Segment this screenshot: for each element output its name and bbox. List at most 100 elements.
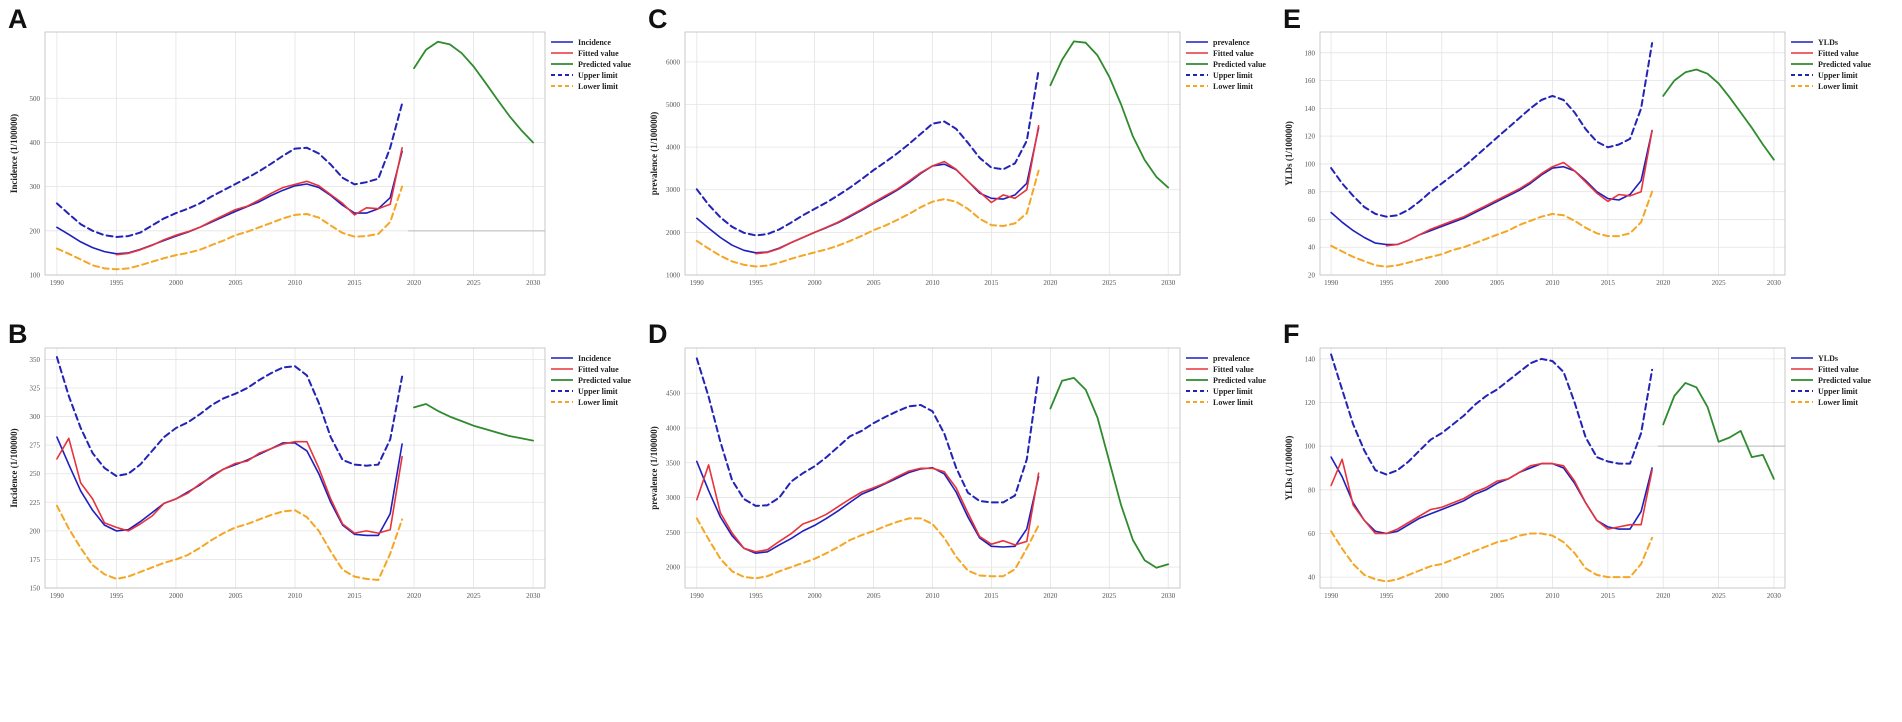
- series-line-observed: [1330, 456, 1653, 535]
- y-axis-label: Incidence (1/100000): [9, 114, 19, 193]
- y-axis-label: Incidence (1/100000): [9, 428, 19, 507]
- y-tick-label: 3000: [666, 186, 681, 194]
- series-line-upper: [55, 102, 404, 238]
- legend-label: Predicted value: [1818, 376, 1871, 385]
- gridlines: [45, 32, 545, 276]
- plot-frame: [1319, 347, 1786, 589]
- x-tick-label: 2030: [526, 279, 541, 287]
- x-tick-label: 1990: [1324, 279, 1339, 287]
- panel-letter: C: [648, 4, 668, 34]
- x-tick-label: 2005: [1490, 279, 1505, 287]
- x-tick-label: 1995: [749, 592, 764, 600]
- legend-label: Predicted value: [1213, 376, 1266, 385]
- legend: Incidence Fitted value Predicted value Uppe…: [551, 354, 631, 407]
- x-tick-label: 1995: [109, 592, 124, 600]
- x-tick-label: 1990: [1324, 592, 1339, 600]
- x-tick-label: 2005: [867, 592, 882, 600]
- series-line-lower: [695, 517, 1040, 580]
- y-tick-label: 5000: [666, 101, 681, 109]
- legend-label: Lower limit: [1213, 398, 1253, 407]
- x-tick-label: 2010: [1546, 592, 1561, 600]
- y-tick-label: 2000: [666, 564, 681, 572]
- y-tick-label: 60: [1308, 216, 1316, 224]
- x-tick-label: 2025: [467, 592, 482, 600]
- legend: YLDs Fitted value Predicted value Upper lim…: [1791, 38, 1871, 91]
- series-line-lower: [1330, 530, 1654, 583]
- chart-panel-c: C 1990 1995 2000 2005 2010 2015 2020 2025 2030 100…: [648, 4, 1266, 287]
- x-tick-label: 2020: [407, 279, 422, 287]
- x-tick-label: 2020: [407, 592, 422, 600]
- panel-letter: F: [1283, 319, 1300, 349]
- legend-label: Upper limit: [1213, 387, 1253, 396]
- y-tick-label: 325: [30, 385, 41, 393]
- legend-label: Lower limit: [1818, 82, 1858, 91]
- y-tick-label: 250: [30, 470, 41, 478]
- legend-label: Lower limit: [1818, 398, 1858, 407]
- x-tick-label: 2025: [1712, 279, 1727, 287]
- y-tick-label: 200: [30, 527, 41, 535]
- x-tick-label: 2020: [1656, 279, 1671, 287]
- x-tick-label: 2015: [1601, 279, 1616, 287]
- legend-label: Lower limit: [578, 398, 618, 407]
- x-tick-label: 2000: [1435, 592, 1450, 600]
- x-tick-label: 2005: [228, 279, 243, 287]
- x-tick-label: 1990: [690, 592, 705, 600]
- panel-letter: E: [1283, 4, 1301, 34]
- x-tick-label: 1990: [50, 592, 65, 600]
- legend-label: Lower limit: [1213, 82, 1253, 91]
- y-axis-label: YLDs (1/100000): [1284, 121, 1294, 186]
- chart-panel-d: D 1990 1995 2000 2005 2010 2015 2020 2025 2030 200…: [648, 319, 1266, 600]
- series-line-upper: [1330, 353, 1654, 476]
- x-tick-label: 2015: [984, 279, 999, 287]
- y-tick-label: 6000: [666, 58, 681, 66]
- x-tick-label: 2010: [926, 592, 941, 600]
- legend-label: Predicted value: [578, 60, 631, 69]
- y-tick-label: 4000: [666, 144, 681, 152]
- y-tick-label: 40: [1308, 244, 1316, 252]
- y-tick-label: 120: [1305, 133, 1316, 141]
- series-line-lower: [55, 504, 404, 581]
- series-line-predicted: [413, 403, 534, 442]
- x-tick-label: 2010: [288, 279, 303, 287]
- y-tick-label: 300: [30, 183, 41, 191]
- x-tick-label: 1995: [749, 279, 764, 287]
- series-line-fitted: [1385, 129, 1653, 247]
- x-tick-label: 2030: [1767, 592, 1782, 600]
- y-tick-label: 80: [1308, 188, 1316, 196]
- x-tick-label: 1990: [50, 279, 65, 287]
- x-tick-label: 2005: [867, 279, 882, 287]
- x-tick-label: 2025: [1102, 592, 1117, 600]
- series-line-upper: [695, 69, 1040, 237]
- legend-label: Incidence: [578, 38, 611, 47]
- series-line-lower: [695, 169, 1040, 268]
- x-tick-label: 2025: [1102, 279, 1117, 287]
- series-line-predicted: [1662, 381, 1775, 480]
- x-tick-label: 2010: [926, 279, 941, 287]
- legend-label: Lower limit: [578, 82, 618, 91]
- y-tick-label: 350: [30, 356, 41, 364]
- chart-panel-a: A 1990 1995 2000 2005 2010 2015 2020 2025 2030 100…: [8, 4, 631, 287]
- gridlines: [685, 32, 1180, 276]
- panel-letter: B: [8, 319, 28, 349]
- y-tick-label: 1000: [666, 272, 681, 280]
- legend-label: Fitted value: [1213, 365, 1254, 374]
- y-tick-label: 400: [30, 139, 41, 147]
- series-line-predicted: [413, 40, 534, 144]
- x-tick-label: 2005: [1490, 592, 1505, 600]
- x-tick-label: 2000: [1435, 279, 1450, 287]
- legend-label: Predicted value: [1818, 60, 1871, 69]
- chart-panel-b: B 1990 1995 2000 2005 2010 2015 2020 2025 2030 150…: [8, 319, 631, 600]
- legend-label: Upper limit: [1213, 71, 1253, 80]
- y-tick-label: 100: [1305, 160, 1316, 168]
- x-tick-label: 2025: [467, 279, 482, 287]
- y-tick-label: 150: [30, 585, 41, 593]
- y-tick-label: 80: [1308, 486, 1316, 494]
- x-tick-label: 2030: [1767, 279, 1782, 287]
- x-tick-label: 2000: [169, 592, 184, 600]
- series-line-fitted: [695, 464, 1040, 553]
- series-line-upper: [55, 356, 404, 477]
- series-line-fitted: [56, 437, 403, 534]
- y-axis-label: prevalence (1/100000): [649, 426, 659, 510]
- legend-label: Predicted value: [578, 376, 631, 385]
